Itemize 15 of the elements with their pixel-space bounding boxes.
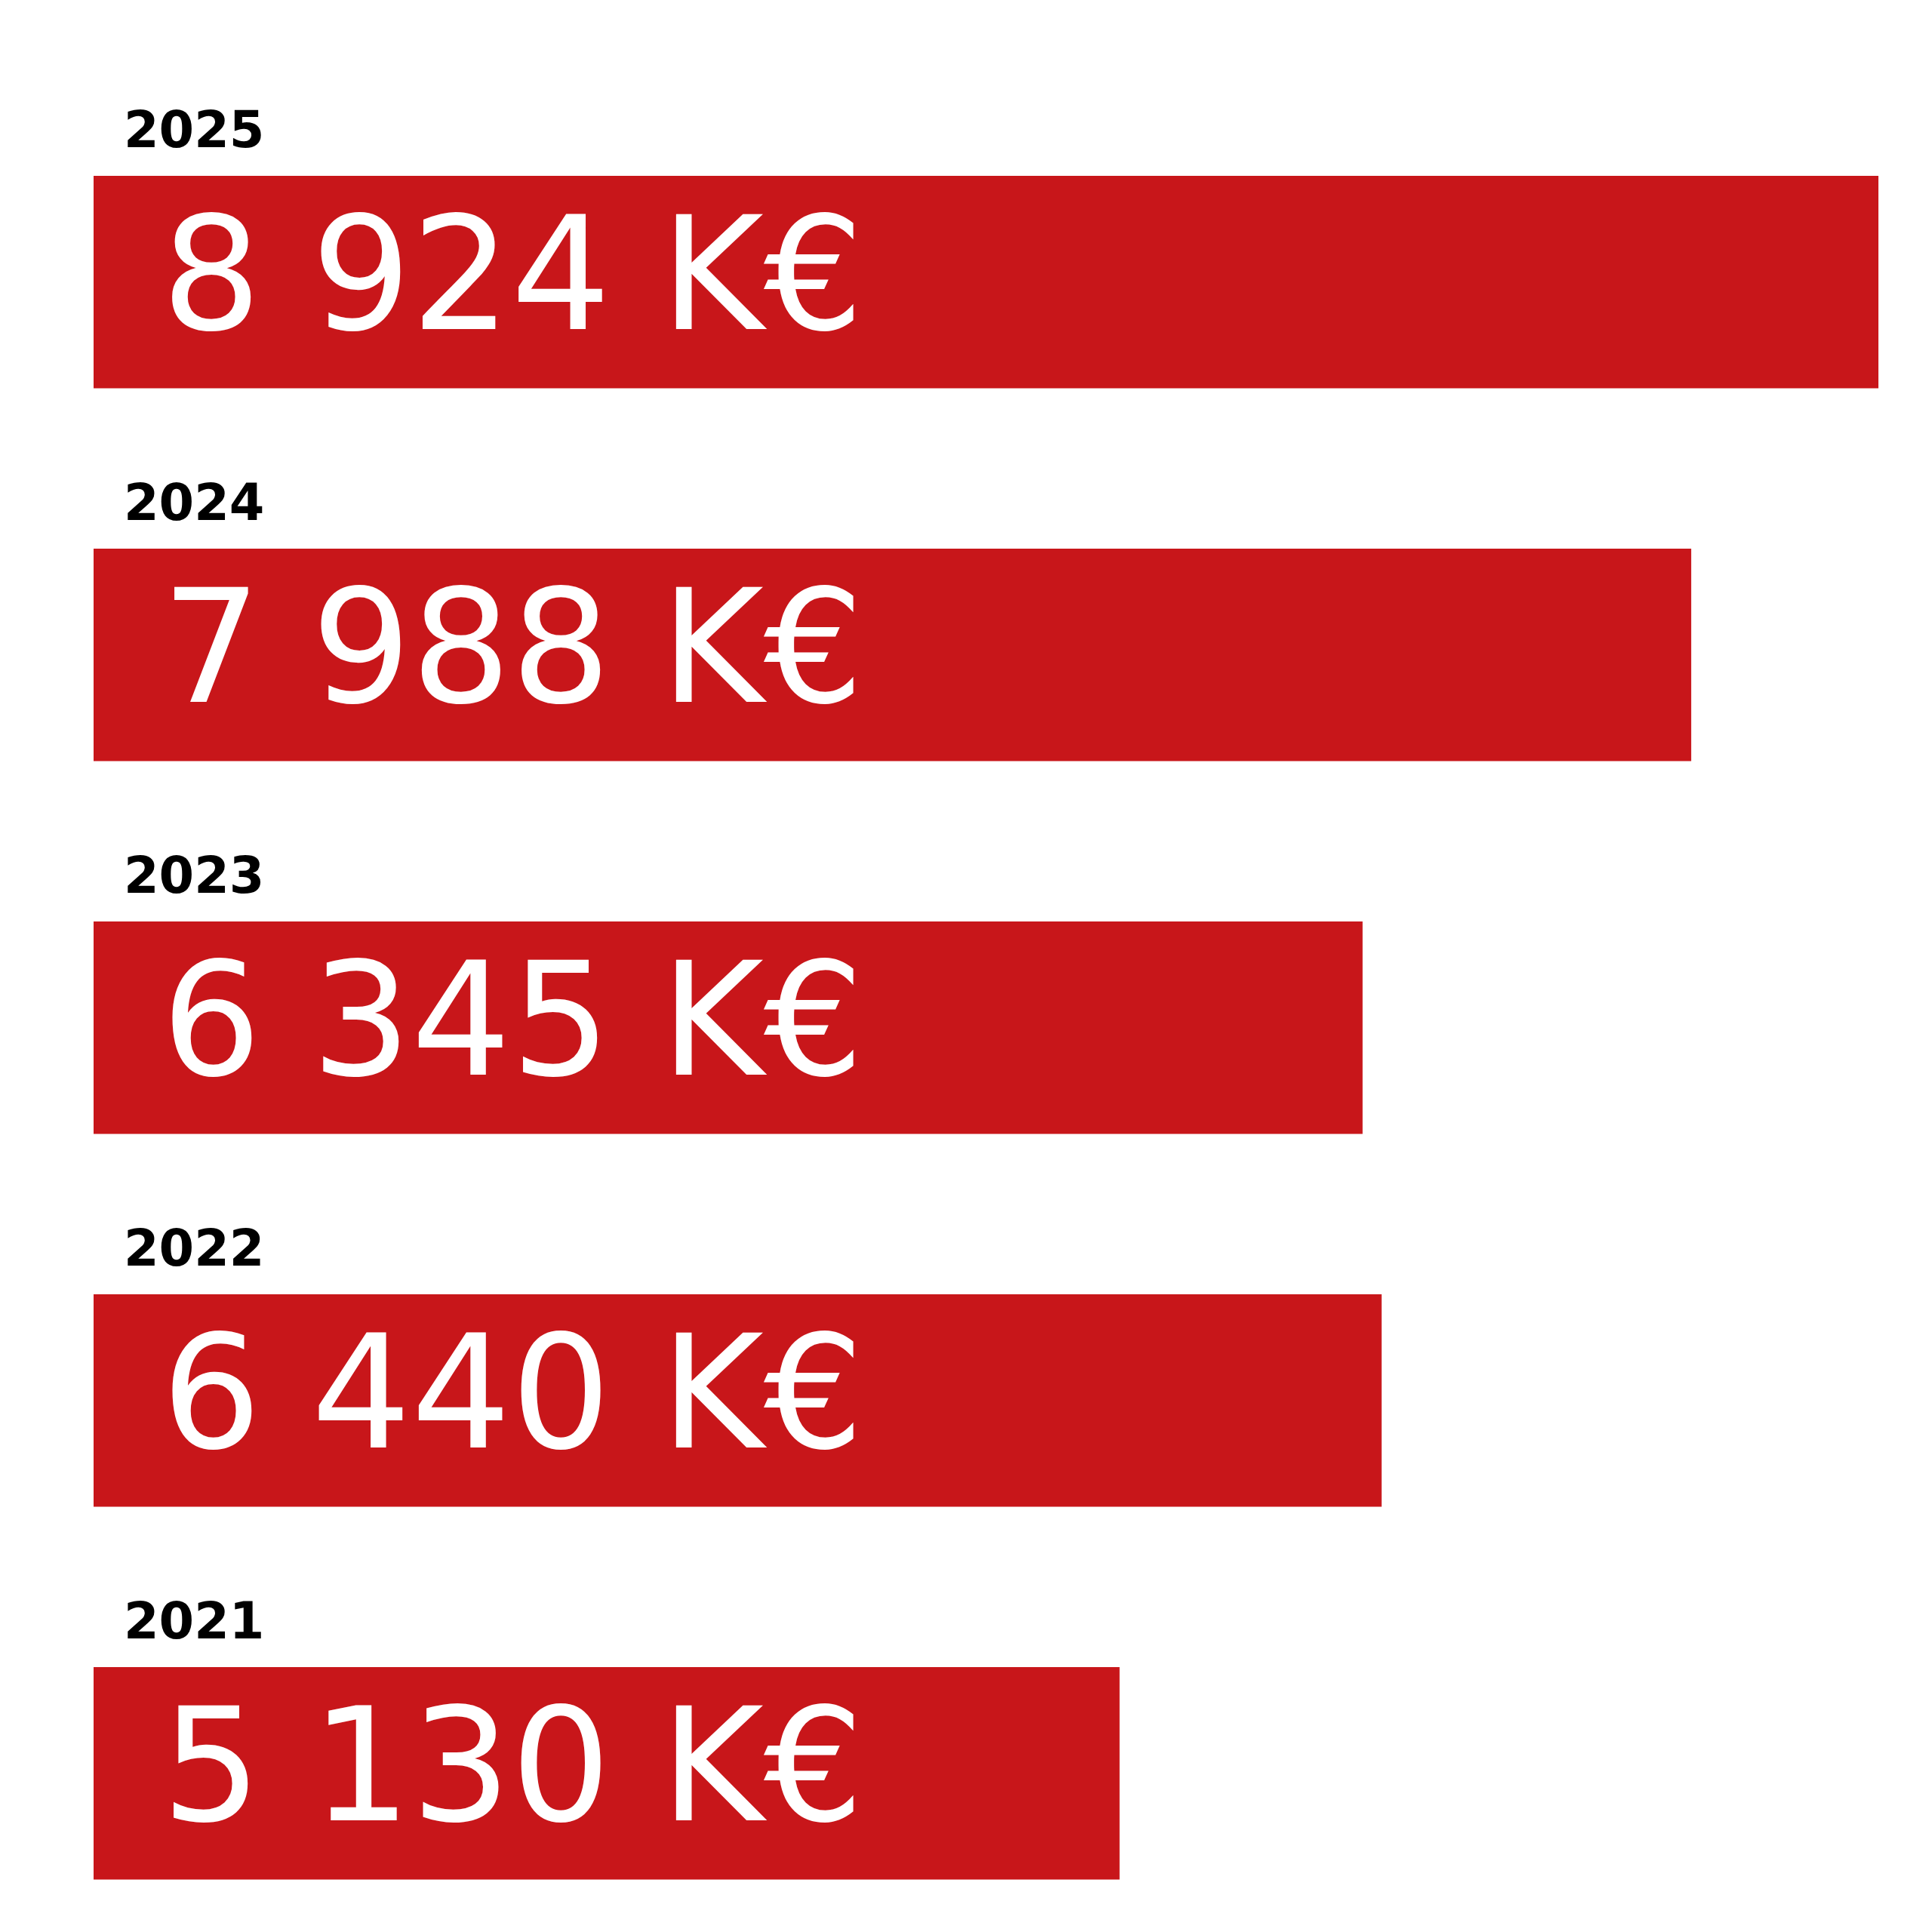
- data-label: 5 130 K€: [162, 1674, 864, 1857]
- bar: [94, 549, 1691, 761]
- bar: [94, 176, 1878, 389]
- y-tick-label: 2024: [124, 473, 265, 532]
- y-tick-label: 2021: [124, 1592, 265, 1651]
- data-label: 6 345 K€: [162, 928, 864, 1112]
- data-label: 8 924 K€: [162, 183, 864, 366]
- bar: [94, 1294, 1382, 1507]
- y-tick-label: 2025: [124, 100, 265, 159]
- data-label: 7 988 K€: [162, 555, 864, 739]
- data-label: 6 440 K€: [162, 1301, 864, 1484]
- bar: [94, 921, 1363, 1134]
- bar: [94, 1667, 1120, 1880]
- y-tick-label: 2022: [124, 1219, 265, 1278]
- y-tick-label: 2023: [124, 846, 265, 905]
